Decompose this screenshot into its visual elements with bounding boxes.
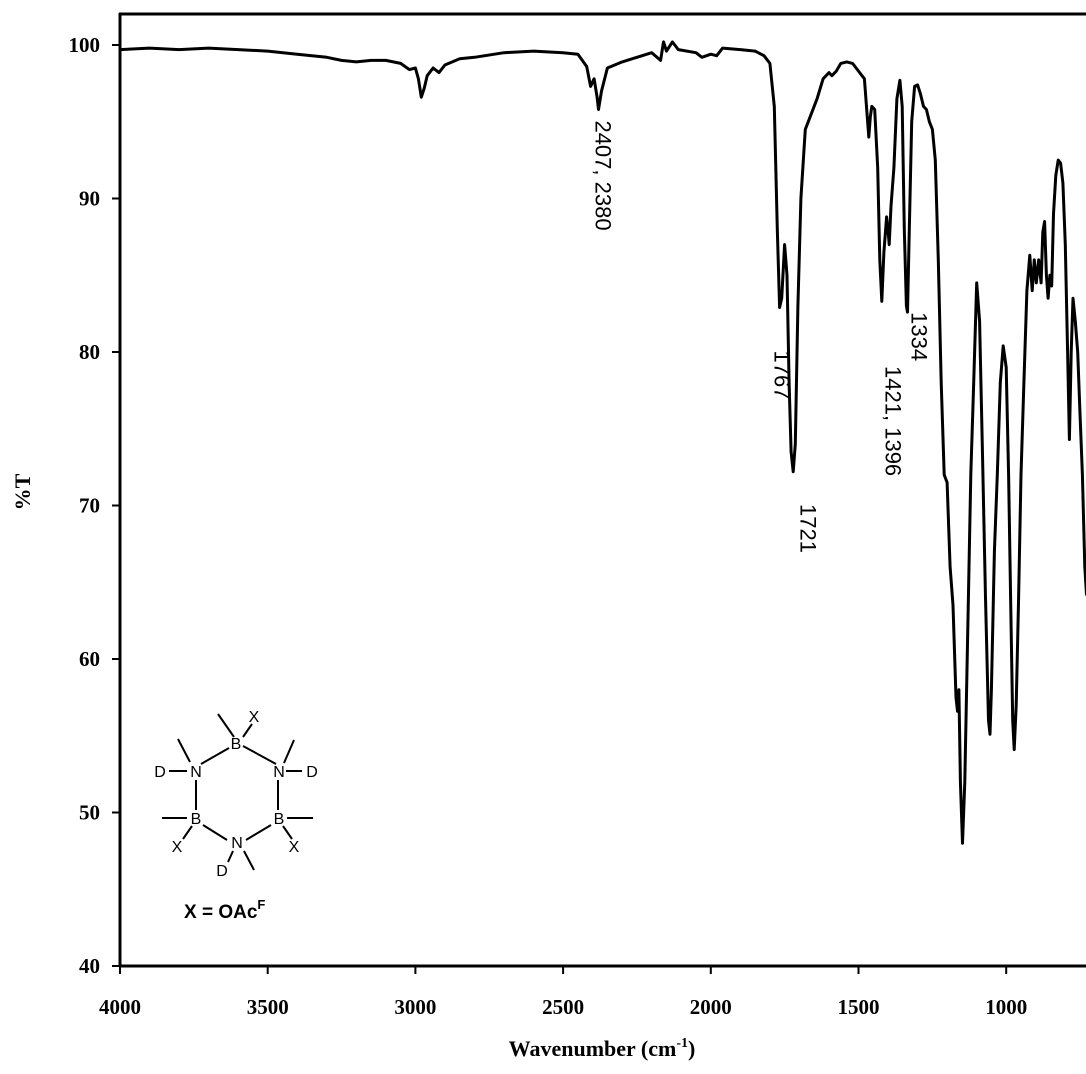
- x-axis-title: Wavenumber (cm-1): [509, 1036, 696, 1061]
- bond: [217, 713, 235, 738]
- y-tick-label: 40: [79, 954, 100, 978]
- peak-label: 1767: [769, 351, 794, 400]
- y-tick-label: 90: [79, 187, 100, 211]
- atom-n-right: N: [273, 764, 285, 781]
- y-tick-label: 100: [69, 33, 101, 57]
- substituent-d-bottom: D: [216, 863, 228, 880]
- bond: [202, 824, 228, 841]
- peak-label: 1334: [907, 312, 932, 361]
- x-tick-label: 2500: [542, 995, 584, 1019]
- x-axis-title-superscript: -1: [676, 1036, 688, 1051]
- x-tick-label: 3000: [394, 995, 436, 1019]
- substituent-x-right: X: [289, 839, 300, 856]
- x-tick-label: 4000: [99, 995, 141, 1019]
- bond: [282, 825, 293, 840]
- peak-label: 1721: [795, 504, 820, 553]
- substituent-formula: X = OAcF: [184, 897, 265, 923]
- y-tick-label: 60: [79, 647, 100, 671]
- substituent-d-right: D: [306, 764, 318, 781]
- x-tick-label: 1000: [985, 995, 1027, 1019]
- axis-ticks: [112, 44, 1008, 974]
- bond: [227, 850, 234, 863]
- atom-b-right: B: [274, 811, 285, 828]
- substituent-x-top: X: [249, 709, 260, 726]
- x-axis-title-close: ): [688, 1036, 695, 1061]
- peak-label: 2407, 2380: [591, 120, 616, 230]
- atom-b-left: B: [191, 811, 202, 828]
- x-tick-label: 1500: [838, 995, 880, 1019]
- bond: [283, 739, 295, 764]
- y-tick-label: 50: [79, 801, 100, 825]
- substituent-d-left: D: [154, 764, 166, 781]
- substituent-x-left: X: [172, 839, 183, 856]
- formula-superscript: F: [257, 897, 265, 912]
- bond: [243, 850, 255, 871]
- bond: [177, 738, 191, 763]
- tick-labels: 4000 3500 3000 2500 2000 1500 1000 40 50 60 70 80 90…: [69, 33, 1028, 1019]
- spectrum-line: [119, 40, 1086, 845]
- bond: [200, 747, 230, 765]
- bond: [242, 723, 253, 738]
- molecule-structure: [162, 713, 313, 871]
- bond: [242, 745, 277, 765]
- atom-n-left: N: [190, 764, 202, 781]
- x-axis-title-main: Wavenumber (cm: [509, 1036, 677, 1061]
- molecule-atoms: B N B N B N X D D X D X: [154, 709, 318, 880]
- y-tick-label: 70: [79, 494, 100, 518]
- x-tick-label: 2000: [690, 995, 732, 1019]
- bond: [245, 824, 272, 841]
- atom-n-bottom: N: [231, 835, 243, 852]
- y-axis-title: %T: [10, 473, 35, 510]
- x-tick-label: 3500: [247, 995, 289, 1019]
- atom-b-top: B: [231, 736, 242, 753]
- formula-main: X = OAc: [184, 902, 258, 923]
- peak-label: 1421, 1396: [881, 366, 906, 476]
- bond: [182, 825, 193, 840]
- y-tick-label: 80: [79, 340, 100, 364]
